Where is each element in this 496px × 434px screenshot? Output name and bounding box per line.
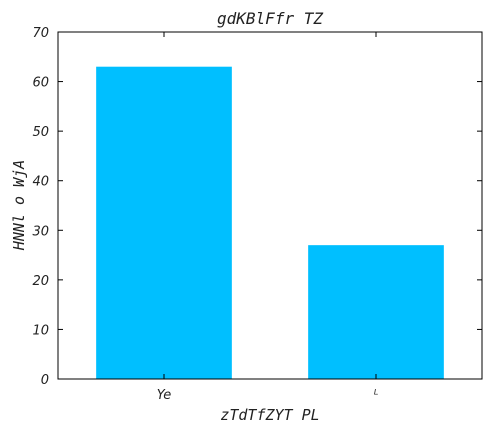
y-tick-label-0: 0: [41, 373, 49, 388]
y-tick-label-3: 30: [32, 224, 49, 239]
y-axis-label: HNNl o WjA: [10, 160, 28, 251]
y-tick-label-4: 40: [32, 175, 49, 190]
y-axis: 0 10 20 30 40 50 60 70: [32, 26, 482, 388]
bar-1: [308, 245, 444, 379]
bars-group: [96, 66, 444, 379]
y-tick-label-6: 60: [32, 76, 49, 91]
chart-title: gdKBlFfr TZ: [217, 9, 323, 28]
x-axis: Ye ᴸ: [157, 32, 379, 403]
y-tick-label-5: 50: [32, 125, 49, 140]
x-tick-label-1: ᴸ: [374, 388, 379, 403]
y-tick-label-7: 70: [32, 26, 49, 41]
x-axis-label: zTdTfZYT PL: [220, 406, 319, 424]
bar-0: [96, 66, 232, 379]
y-tick-label-2: 20: [32, 274, 49, 289]
y-tick-label-1: 10: [32, 323, 49, 338]
x-tick-label-0: Ye: [157, 388, 172, 403]
plot-frame: [57, 31, 483, 380]
